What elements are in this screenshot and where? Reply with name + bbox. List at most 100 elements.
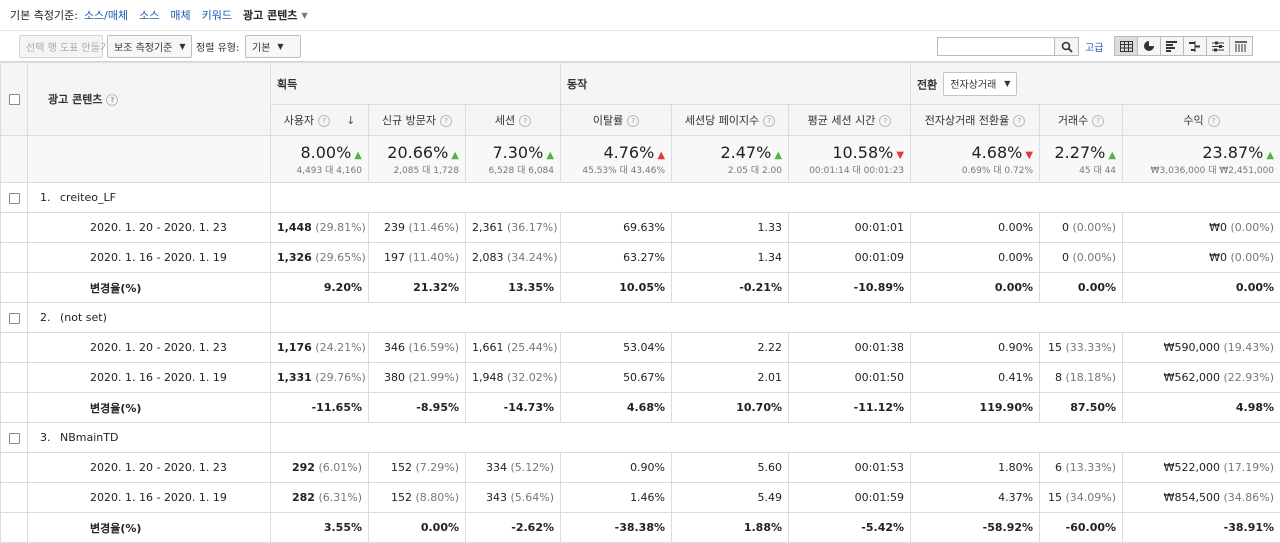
table-row-group[interactable]: 3. NBmainTD [0, 422, 1280, 453]
table-row-group[interactable]: 1. creiteo_LF [0, 182, 1280, 213]
view-data-table-button[interactable] [1114, 36, 1138, 56]
help-icon[interactable]: ? [318, 115, 331, 127]
dimension-selected-ad-content[interactable]: 광고 콘텐츠 [243, 9, 298, 22]
plot-rows-button[interactable]: 선택 행 도표 만들기 [19, 35, 109, 58]
metric-share: (0.00%) [1230, 221, 1275, 234]
primary-dimension-label: 기본 측정기준: [10, 9, 78, 22]
metric-cell: -5.42% [788, 512, 912, 543]
metric-value: 0.00% [998, 221, 1034, 234]
row-checkbox[interactable] [8, 192, 20, 204]
metric-cell: 10.70% [671, 392, 790, 423]
metric-cell: 15 (34.09%) [1039, 482, 1124, 513]
row-dimension-link[interactable]: creiteo_LF [60, 191, 116, 204]
row-index: 2. [40, 311, 51, 324]
conversion-type-dropdown[interactable]: 전자상거래 ▼ [943, 71, 1018, 96]
table-row-group[interactable]: 2. (not set) [0, 302, 1280, 333]
row-dimension-link[interactable]: (not set) [60, 311, 107, 324]
metric-cell: ₩590,000 (19.43%) [1122, 332, 1280, 363]
metric-value: 53.04% [623, 341, 666, 354]
view-pivot-button[interactable] [1229, 36, 1253, 56]
total-cell: 7.30% ▲ 6,528 대 6,084 [464, 135, 562, 183]
sort-type-dropdown[interactable]: 기본 ▼ [245, 35, 301, 58]
view-percentage-button[interactable] [1137, 36, 1161, 56]
col-header-ecommerce-conversion-rate[interactable]: 전자상거래 전환율? [910, 104, 1041, 136]
chevron-down-icon[interactable]: ▼ [301, 10, 308, 20]
total-comparison: ₩3,036,000 대 ₩2,451,000 [1150, 165, 1275, 176]
row-checkbox-cell[interactable] [0, 302, 28, 333]
metric-cell: 87.50% [1039, 392, 1124, 423]
row-blank [0, 452, 28, 483]
metric-cell: ₩854,500 (34.86%) [1122, 482, 1280, 513]
row-checkbox[interactable] [8, 432, 20, 444]
total-change-pct: 2.47% [720, 142, 772, 162]
secondary-dimension-dropdown[interactable]: 보조 측정기준 ▼ [107, 35, 192, 58]
primary-dimension-bar: 기본 측정기준: 소스/매체 소스 매체 키워드 광고 콘텐츠 ▼ [0, 0, 1280, 30]
help-icon[interactable]: ? [1092, 115, 1105, 127]
dimension-link-source[interactable]: 소스 [139, 9, 160, 22]
metric-cell: 152 (7.29%) [368, 452, 466, 483]
total-change-pct: 4.76% [603, 142, 655, 162]
metric-cell: 0.00% [910, 272, 1041, 303]
metric-share: (25.44%) [507, 341, 558, 354]
col-header-transactions[interactable]: 거래수? [1039, 104, 1124, 136]
total-change-pct: 20.66% [387, 142, 449, 162]
col-header-users[interactable]: 사용자? ↓ [270, 104, 369, 136]
row-dimension-link[interactable]: NBmainTD [60, 431, 119, 444]
advanced-filter-link[interactable]: 고급 [1085, 43, 1104, 54]
metric-value: -58.92% [982, 521, 1034, 534]
metric-value: 0 [1062, 221, 1069, 234]
dimension-link-medium[interactable]: 매체 [170, 9, 191, 22]
metric-share: (33.33%) [1065, 341, 1117, 354]
help-icon[interactable]: ? [106, 94, 119, 106]
col-header-pages-per-session[interactable]: 세션당 페이지수? [671, 104, 790, 136]
metric-value: 69.63% [623, 221, 666, 234]
metric-value: -11.12% [853, 401, 905, 414]
row-checkbox-cell[interactable] [0, 182, 28, 213]
table-grid-icon [1119, 40, 1133, 52]
metric-cell: 00:01:01 [788, 212, 912, 243]
select-all-checkbox-cell[interactable] [0, 62, 28, 136]
metric-cell: 152 (8.80%) [368, 482, 466, 513]
help-icon[interactable]: ? [627, 115, 640, 127]
total-cell: 2.27% ▲ 45 대 44 [1039, 135, 1124, 183]
metric-share: (0.00%) [1072, 221, 1117, 234]
dimension-link-source-medium[interactable]: 소스/매체 [83, 9, 129, 22]
sort-desc-icon[interactable]: ↓ [346, 114, 356, 127]
metric-cell: ₩522,000 (17.19%) [1122, 452, 1280, 483]
total-comparison: 0.69% 대 0.72% [961, 165, 1034, 176]
metric-value: -0.21% [739, 281, 783, 294]
totals-blank [0, 135, 28, 183]
metric-value: 00:01:01 [854, 221, 905, 234]
col-header-avg-session-duration[interactable]: 평균 세션 시간? [788, 104, 912, 136]
metric-value: 1,948 [472, 371, 504, 384]
metric-value: 197 [383, 251, 405, 264]
row-checkbox-cell[interactable] [0, 422, 28, 453]
help-icon[interactable]: ? [879, 115, 892, 127]
col-header-sessions[interactable]: 세션? [464, 104, 562, 136]
view-term-cloud-button[interactable] [1206, 36, 1230, 56]
select-all-checkbox[interactable] [8, 94, 20, 105]
help-icon[interactable]: ? [440, 115, 453, 127]
metric-value: -2.62% [511, 521, 555, 534]
col-header-bounce-rate[interactable]: 이탈률? [560, 104, 673, 136]
search-button[interactable] [1054, 37, 1079, 56]
table-search-input[interactable] [937, 37, 1054, 56]
row-checkbox[interactable] [8, 312, 20, 324]
help-icon[interactable]: ? [1013, 115, 1026, 127]
help-icon[interactable]: ? [763, 115, 776, 127]
metric-value: -8.95% [416, 401, 459, 414]
total-change-pct: 8.00% [300, 142, 352, 162]
help-icon[interactable]: ? [1207, 115, 1220, 127]
total-cell: 23.87% ▲ ₩3,036,000 대 ₩2,451,000 [1122, 135, 1280, 183]
view-comparison-button[interactable] [1183, 36, 1207, 56]
metric-value: 1.88% [743, 521, 783, 534]
table-row-change: 변경율(%) 3.55% 0.00% -2.62% -38.38% 1.88% -5.42%… [0, 512, 1280, 543]
metric-cell: -38.38% [560, 512, 673, 543]
col-header-new-users[interactable]: 신규 방문자? [368, 104, 466, 136]
chevron-down-icon: ▼ [1004, 79, 1011, 88]
col-header-revenue[interactable]: 수익? [1122, 104, 1280, 136]
row-label: 변경율(%) [27, 392, 271, 423]
view-performance-button[interactable] [1160, 36, 1184, 56]
dimension-link-keyword[interactable]: 키워드 [201, 9, 232, 22]
help-icon[interactable]: ? [519, 115, 532, 127]
